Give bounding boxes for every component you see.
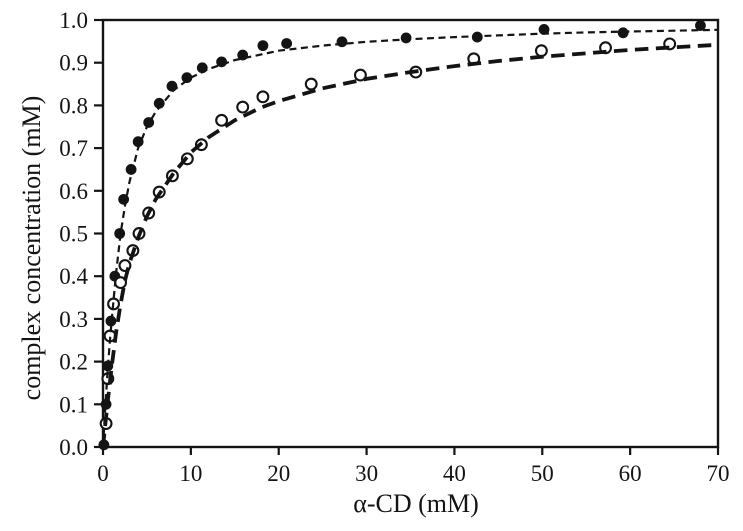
y-tick-label: 0.9 (59, 51, 88, 76)
x-tick-label: 20 (267, 461, 290, 486)
data-point-filled-circle (125, 164, 137, 175)
data-point-open-circle (353, 68, 367, 82)
data-point-filled-circle (538, 23, 550, 35)
data-point-open-circle (215, 113, 229, 127)
data-point-filled-circle (143, 117, 155, 128)
fit-curve-short-dash-thin (101, 28, 719, 448)
y-tick-label: 0.3 (59, 307, 88, 332)
y-tick-label: 0.1 (59, 392, 88, 417)
y-tick-label: 0.6 (59, 179, 88, 204)
y-tick-label: 0.2 (59, 350, 88, 375)
fit-curves (101, 28, 719, 448)
x-tick-label: 10 (179, 461, 202, 486)
data-point-open-circle (236, 100, 250, 114)
y-tick-label: 0.5 (59, 222, 88, 247)
y-tick-label: 1.0 (59, 8, 88, 33)
y-tick-label: 0.7 (59, 136, 88, 161)
data-point-filled-circle (281, 38, 293, 49)
x-tick-label: 0 (97, 461, 109, 486)
y-axis-ticks: 0.0 0.1 0.2 0.3 0.4 0.5 0.6 0.7 0.8 0.9 1.0 (59, 8, 103, 460)
x-tick-label: 70 (707, 461, 730, 486)
y-tick-label: 0.0 (59, 435, 88, 460)
data-point-filled-circle (118, 193, 130, 205)
x-axis-title: α-CD (mM) (353, 489, 479, 518)
y-axis-title: complex concentration (mM) (17, 96, 46, 401)
y-tick-label: 0.8 (59, 93, 88, 118)
data-point-filled-circle (114, 228, 126, 239)
data-point-open-circle (304, 77, 318, 91)
x-tick-label: 60 (619, 461, 642, 486)
data-point-filled-circle (257, 40, 269, 52)
data-point-filled-circle (105, 315, 117, 327)
data-point-filled-circle (336, 36, 348, 48)
data-point-filled-circle (695, 20, 706, 31)
y-tick-label: 0.4 (59, 264, 88, 289)
x-axis-ticks: 0 10 20 30 40 50 60 70 (97, 447, 730, 486)
data-point-filled-circle (617, 27, 629, 39)
x-tick-label: 50 (531, 461, 554, 486)
data-point-open-circle (256, 90, 270, 104)
data-point-filled-circle (400, 32, 412, 44)
data-point-filled-circle (181, 72, 193, 84)
data-point-open-circle (534, 44, 548, 58)
x-tick-label: 40 (443, 461, 466, 486)
data-points (98, 20, 706, 451)
x-tick-label: 30 (355, 461, 378, 486)
fit-curve-long-dash-thick (101, 42, 719, 448)
plot-area-border (101, 18, 720, 449)
